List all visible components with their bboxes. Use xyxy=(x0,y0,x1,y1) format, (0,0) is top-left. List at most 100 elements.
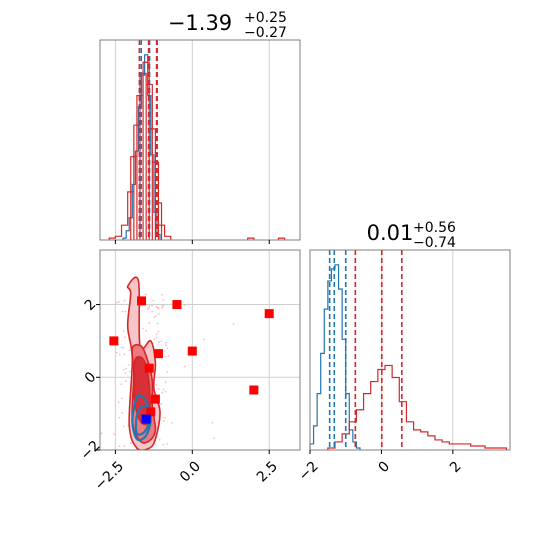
panel-joint-scatter-point xyxy=(158,438,161,441)
panel-joint-scatter-point xyxy=(164,344,167,347)
panel-joint-blue-contour xyxy=(134,405,151,436)
panel-joint-scatter-point xyxy=(142,327,144,330)
panel-joint-scatter-point xyxy=(164,381,167,384)
panel-joint-scatter-point xyxy=(124,310,127,313)
panel-joint-scatter-point xyxy=(156,322,159,325)
panel-joint-scatter-point xyxy=(127,364,130,366)
panel-joint-scatter-point xyxy=(166,371,169,373)
panel-joint-x-tick-label: −2.5 xyxy=(92,458,127,493)
panel-joint-scatter-point xyxy=(97,431,99,433)
panel-joint-scatter-point xyxy=(128,370,131,373)
panel-top-title: −1.39 xyxy=(168,11,232,35)
panel-top-title-sub: −0.27 xyxy=(244,25,287,41)
panel-joint-scatter-point xyxy=(162,388,165,391)
panel-joint-y-tick-label: 0 xyxy=(82,369,100,387)
panel-joint-frame xyxy=(99,249,301,451)
panel-joint-red-marker xyxy=(172,300,182,310)
panel-right-x-tick-label: 0 xyxy=(376,458,394,476)
panel-joint-scatter-point xyxy=(124,372,127,374)
panel-right-title-sup: +0.56 xyxy=(413,220,456,236)
panel-joint-scatter-point xyxy=(203,338,205,341)
panel-joint-scatter-point xyxy=(151,310,154,313)
panel-joint-scatter-point xyxy=(165,341,168,344)
panel-joint-scatter-point xyxy=(161,293,163,296)
panel-top-marginal: −1.39 +0.25 −0.27 xyxy=(99,10,301,244)
panel-right-frame xyxy=(309,249,511,451)
panel-joint-scatter-point xyxy=(166,443,169,445)
panel-joint-scatter-point xyxy=(164,355,167,358)
panel-joint-scatter-point xyxy=(123,445,126,447)
panel-joint-scatter-point xyxy=(100,432,103,435)
panel-joint-scatter-point xyxy=(183,304,186,307)
panel-joint-scatter-point xyxy=(93,351,95,353)
panel-joint-scatter-point xyxy=(164,416,166,419)
panel-top-hist-red xyxy=(108,61,286,240)
panel-joint-scatter-point xyxy=(158,341,160,343)
panel-joint-scatter-point xyxy=(118,445,121,448)
panel-joint-scatter-point xyxy=(125,380,127,382)
panel-joint-scatter-point xyxy=(146,308,149,310)
panel-joint-scatter-point xyxy=(166,347,169,350)
panel-joint-scatter-point xyxy=(162,443,165,446)
panel-joint-scatter-point xyxy=(213,437,216,439)
panel-joint-scatter-point xyxy=(115,301,118,304)
panel-joint-scatter-point xyxy=(155,333,158,336)
panel-top-title-value: −1.39 xyxy=(168,11,232,35)
panel-joint-scatter-point xyxy=(128,349,131,352)
panel-joint-scatter-point xyxy=(115,351,118,354)
panel-joint-scatter-point xyxy=(161,304,164,307)
panel-joint-scatter-point xyxy=(232,323,235,326)
panel-joint-scatter-point xyxy=(151,304,154,307)
panel-joint-blue-marker xyxy=(141,414,151,424)
panel-joint-red-marker xyxy=(249,385,259,395)
panel-right-marginal: −2 0 2 0.01 +0.56 −0.74 xyxy=(296,220,511,484)
panel-joint-scatter-point xyxy=(122,330,125,332)
panel-joint-scatter-point xyxy=(163,420,165,422)
panel-top-title-sup: +0.25 xyxy=(244,10,287,26)
panel-joint-scatter-point xyxy=(121,310,124,313)
panel-joint-scatter-point xyxy=(161,306,164,309)
panel-joint-scatter-point xyxy=(155,336,158,339)
panel-joint-scatter-point xyxy=(145,329,148,332)
panel-joint-red-marker xyxy=(187,346,197,356)
panel-joint-scatter-point xyxy=(144,293,147,296)
panel-right-title: 0.01 xyxy=(367,221,414,245)
panel-joint-scatter-point xyxy=(121,397,124,400)
panel-joint-scatter-point xyxy=(171,422,173,424)
panel-joint-red-marker xyxy=(144,363,154,373)
panel-joint-scatter-point xyxy=(157,330,160,333)
panel-joint-scatter-point xyxy=(148,322,151,324)
panel-joint-scatter-point xyxy=(211,421,214,424)
panel-joint-scatter-point xyxy=(157,388,160,391)
panel-joint-red-marker xyxy=(109,336,119,346)
panel-joint-scatter-point xyxy=(155,384,158,386)
panel-joint-red-marker xyxy=(264,309,274,319)
panel-joint-scatter-point xyxy=(184,365,186,368)
panel-joint-scatter-point xyxy=(120,346,123,349)
panel-joint-red-marker xyxy=(153,349,163,359)
panel-joint-scatter-point xyxy=(160,403,163,405)
panel-joint-scatter-point xyxy=(118,416,121,419)
panel-joint-x-tick-label: 0.0 xyxy=(177,458,204,485)
panel-joint-scatter-point xyxy=(123,299,126,302)
panel-joint-scatter-point xyxy=(168,354,170,357)
panel-right-title-value: 0.01 xyxy=(367,221,414,245)
panel-joint-scatter-point xyxy=(117,401,120,404)
panel-joint-scatter-point xyxy=(156,306,159,309)
panel-joint-scatter-point xyxy=(113,433,115,436)
panel-right-title-sub: −0.74 xyxy=(413,235,456,251)
panel-joint-scatter-point xyxy=(152,299,155,302)
panel-joint-red-marker xyxy=(137,296,147,306)
panel-joint-red-marker xyxy=(146,407,156,417)
panel-right-hist-red xyxy=(327,364,508,450)
panel-joint-scatter-point xyxy=(162,299,165,301)
panel-joint-scatter-point xyxy=(118,353,121,356)
panel-joint-blue-contour xyxy=(131,394,152,442)
panel-joint-scatter-point xyxy=(123,353,126,356)
panel-joint-scatter-point xyxy=(164,390,167,393)
panel-joint-scatter-point xyxy=(153,338,156,341)
panel-joint-scatter-point xyxy=(120,383,122,386)
panel-joint-scatter-point xyxy=(122,425,125,428)
panel-joint-scatter-point xyxy=(122,346,125,349)
